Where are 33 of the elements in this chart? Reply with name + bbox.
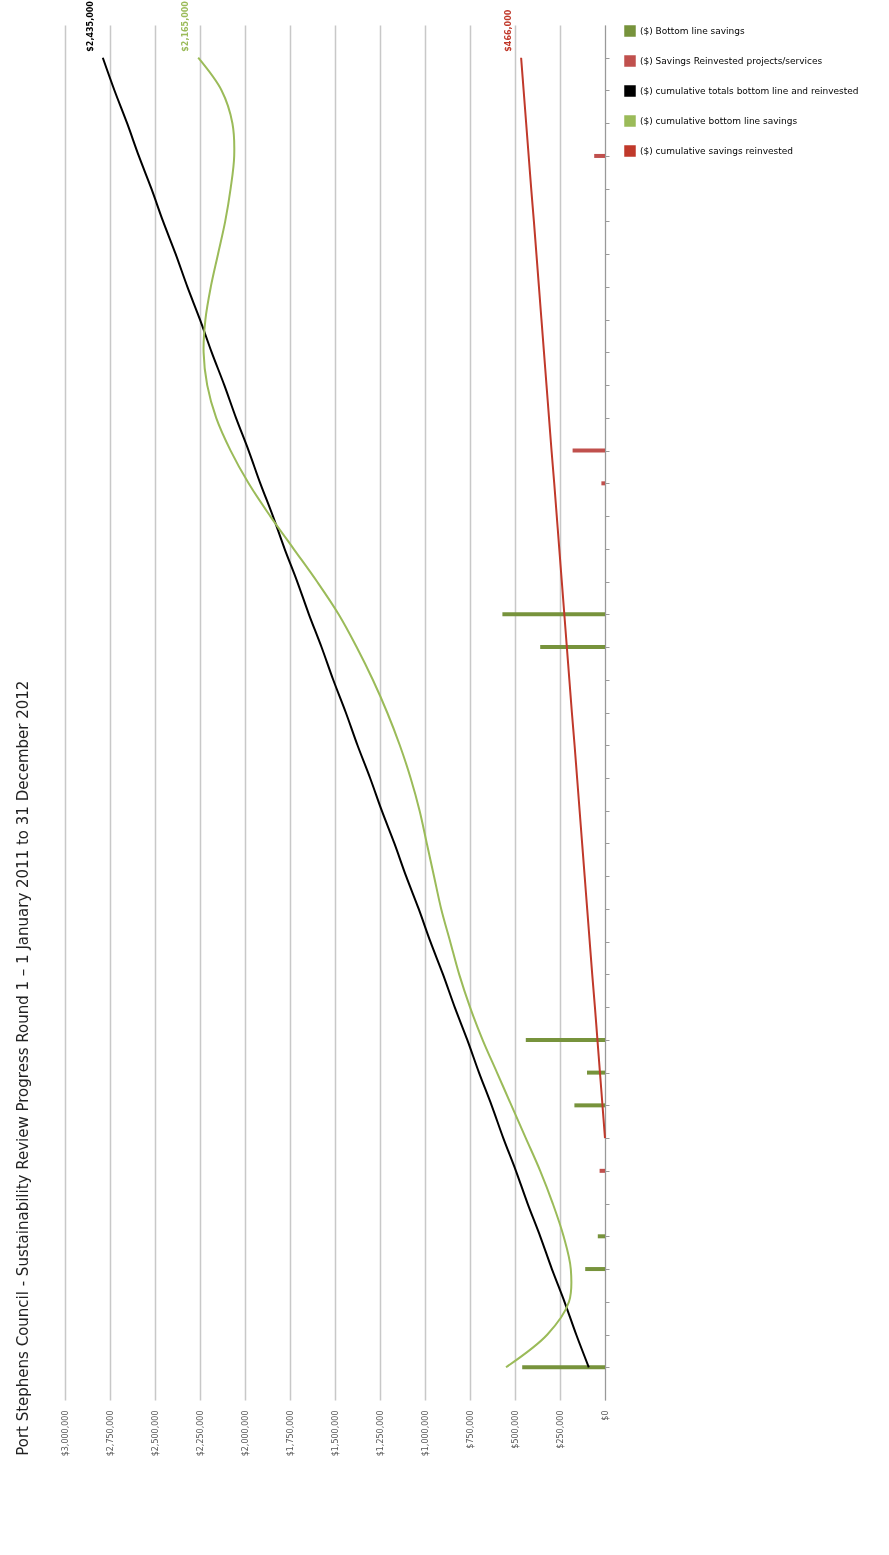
bar [525,1037,605,1042]
x-tick-label: $2,500,000 [150,1410,160,1457]
bar [502,612,605,617]
text: Port Stephens Council - Sustainability Review Progress Round 1 – 1 January 2011 to 31 December 2012 [14,680,32,1456]
annotation: $466,000 [504,9,514,52]
x-tick-label: $1,500,000 [330,1410,340,1457]
x-tick-label: $500,000 [510,1410,520,1449]
legend-label: ($) Bottom line savings [640,26,746,36]
bar [601,481,605,486]
annotation: $2,435,000 [85,0,95,52]
x-tick-label: $750,000 [465,1410,475,1449]
bar [522,1365,605,1370]
x-tick-label: $250,000 [555,1410,565,1449]
annotation: $2,165,000 [181,0,191,52]
legend-label: ($) cumulative bottom line savings [640,116,798,126]
bar [597,1234,605,1239]
x-tick-label: $0 [600,1410,610,1421]
bar [540,645,605,650]
x-tick-label: $3,000,000 [60,1410,70,1457]
x-tick-label: $1,000,000 [420,1410,430,1457]
x-tick-label: $1,250,000 [375,1410,385,1457]
bar [594,153,605,158]
legend-label: ($) cumulative totals bottom line and reinvested [640,86,859,96]
bar [572,448,605,453]
x-tick-label: $2,250,000 [195,1410,205,1457]
bar [574,1103,605,1108]
x-tick-label: $2,000,000 [240,1410,250,1457]
legend-label: ($) cumulative savings reinvested [640,146,794,156]
bar [585,1267,605,1272]
legend-label: ($) Savings Reinvested projects/services [640,56,823,66]
bar [599,1168,605,1173]
x-tick-label: $1,750,000 [285,1410,295,1457]
x-tick-label: $2,750,000 [105,1410,115,1457]
